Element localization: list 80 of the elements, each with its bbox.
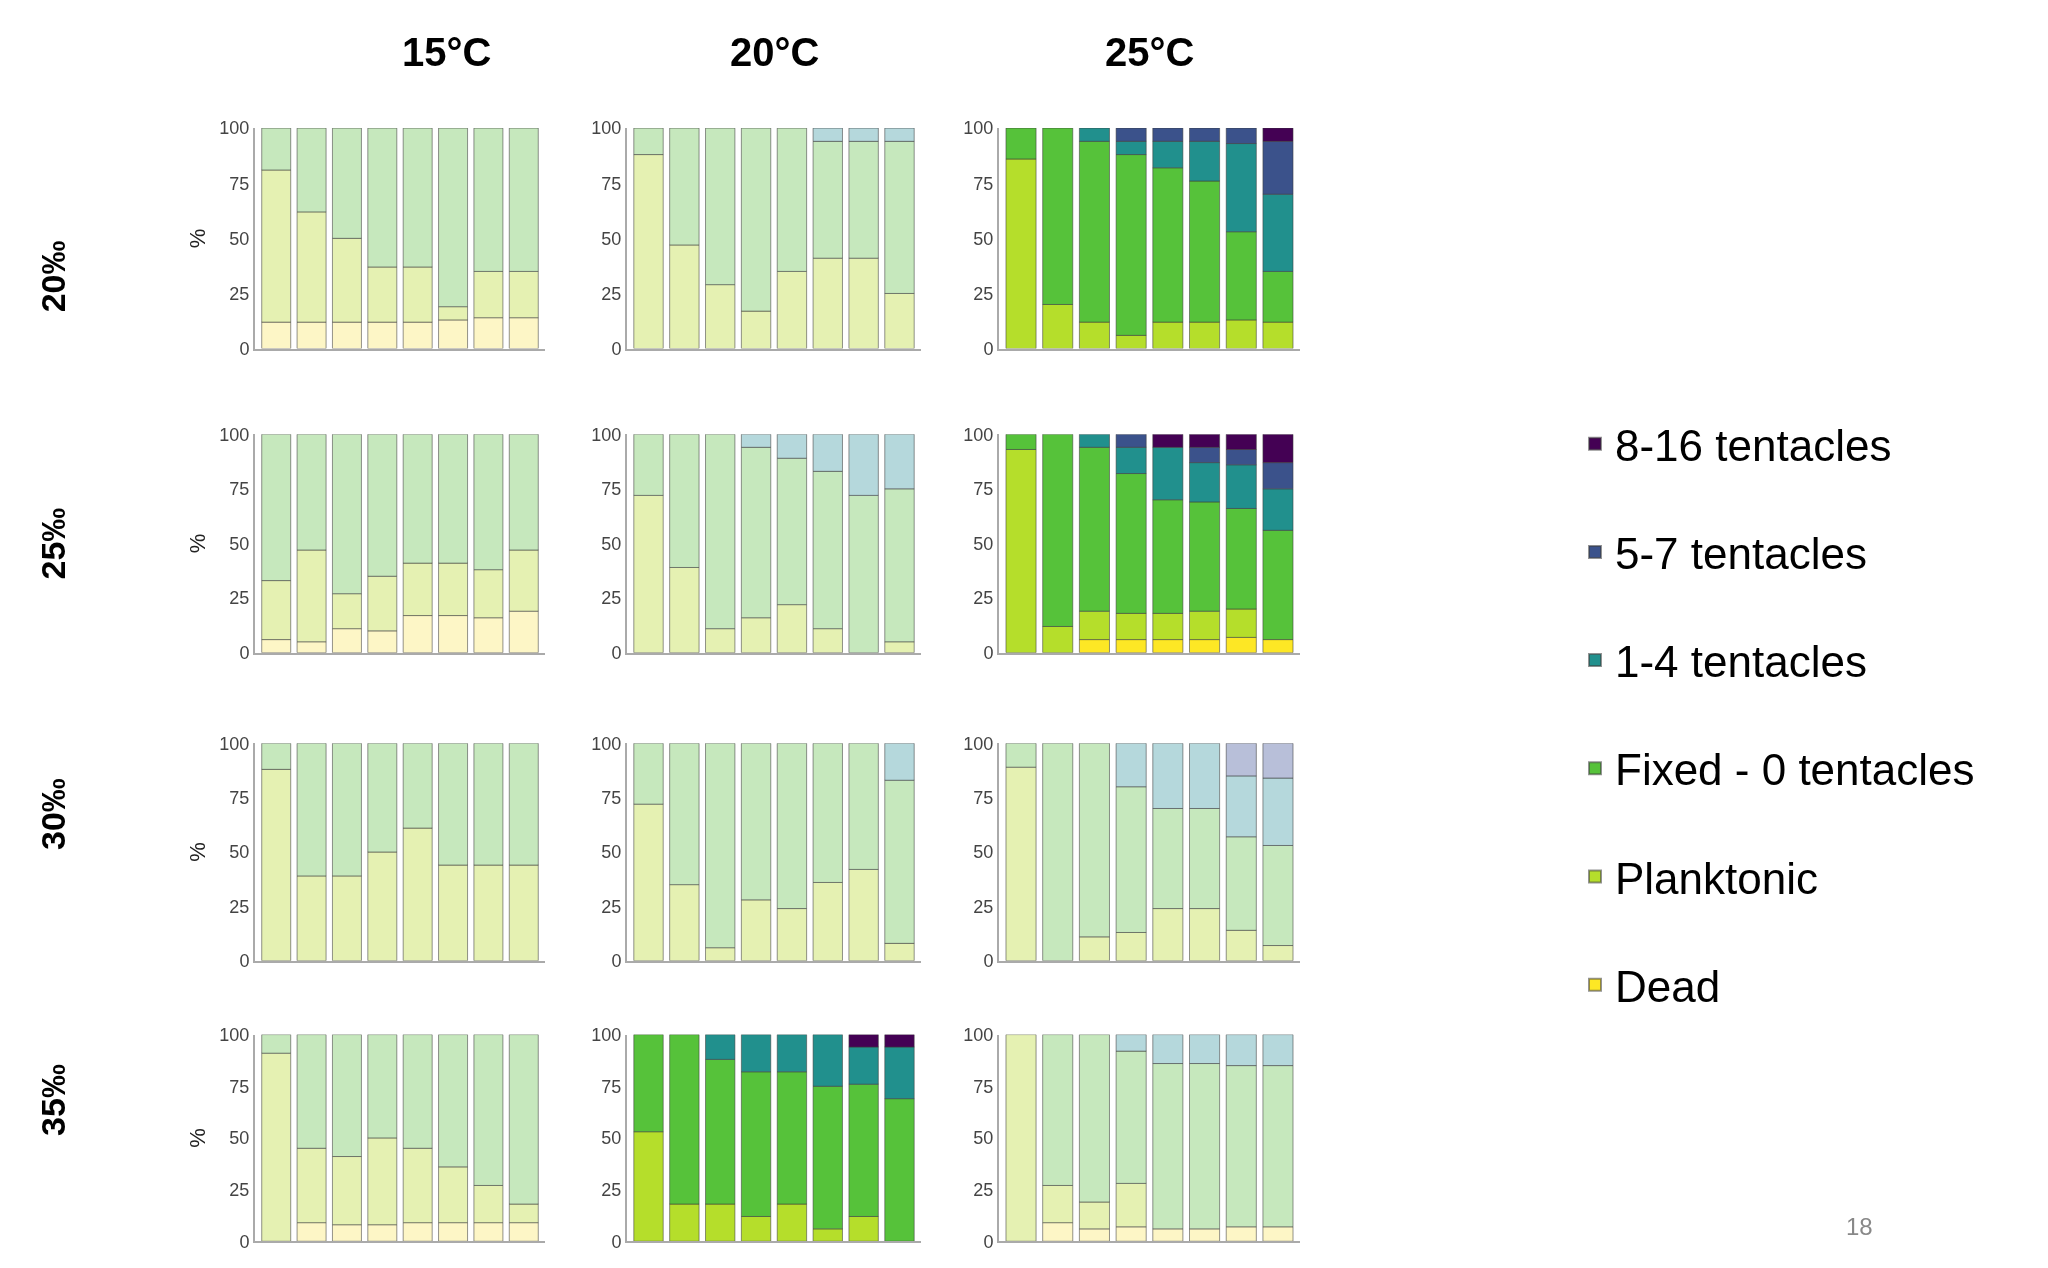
- y-tick-label: 25: [229, 896, 250, 917]
- y-tick-label: 25: [973, 588, 994, 609]
- y-tick-label: 50: [973, 228, 994, 249]
- y-tick-label: 0: [611, 643, 622, 663]
- y-tick-label: 50: [229, 1128, 250, 1149]
- legend-label: Fixed - 0 tentacles: [1615, 745, 1975, 795]
- legend-label: 8-16 tentacles: [1615, 420, 1892, 470]
- y-tick-label: 100: [963, 1024, 994, 1045]
- text: 18: [1846, 1213, 1873, 1240]
- y-tick-label: 50: [973, 1128, 994, 1149]
- y-tick-label: 50: [601, 842, 622, 863]
- y-tick-label: 0: [983, 338, 994, 359]
- y-tick-label: 100: [591, 424, 622, 445]
- y-tick-label: 75: [229, 787, 250, 808]
- y-tick-label: 0: [239, 951, 250, 972]
- y-tick-label: 100: [219, 424, 250, 445]
- y-tick-label: 75: [601, 173, 622, 194]
- bar: [1005, 1034, 1037, 1242]
- chart-title: 15°C: [402, 30, 492, 74]
- y-tick-label: 25: [229, 588, 250, 609]
- y-tick-label: 50: [601, 1128, 622, 1149]
- y-tick-label: 25: [601, 588, 622, 609]
- y-tick-label: 75: [973, 479, 994, 500]
- y-tick-label: 0: [611, 951, 622, 972]
- y-tick-label: 0: [239, 1231, 250, 1252]
- y-tick-label: 100: [591, 118, 622, 139]
- y-tick-label: 50: [229, 842, 250, 863]
- y-tick-label: 50: [229, 533, 250, 554]
- legend-label: 5-7 tentacles: [1615, 529, 1867, 579]
- y-tick-label: 25: [601, 1179, 622, 1200]
- y-axis-title: %: [184, 533, 210, 554]
- y-tick-label: 50: [973, 533, 994, 554]
- y-tick-label: 0: [983, 643, 994, 663]
- y-tick-label: 25: [229, 1179, 250, 1200]
- legend-label: Planktonic: [1615, 853, 1819, 903]
- y-axis-title: %: [184, 1128, 210, 1148]
- y-tick-label: 75: [601, 1076, 622, 1097]
- text: 25‰: [33, 507, 72, 580]
- y-tick-label: 75: [601, 787, 622, 808]
- y-tick-label: 0: [983, 951, 994, 972]
- y-tick-label: 100: [219, 1024, 250, 1045]
- y-tick-label: 100: [963, 733, 994, 754]
- y-tick-label: 100: [219, 733, 250, 754]
- y-tick-label: 100: [591, 1024, 622, 1045]
- y-tick-label: 75: [601, 479, 622, 500]
- chart-title: 20°C: [730, 30, 820, 74]
- y-tick-label: 50: [973, 842, 994, 863]
- y-tick-label: 75: [229, 1076, 250, 1097]
- y-tick-label: 75: [973, 173, 994, 194]
- text: 20‰: [33, 240, 72, 313]
- y-tick-label: 0: [983, 1231, 994, 1252]
- legend-label: Dead: [1615, 961, 1721, 1011]
- y-tick-label: 25: [973, 896, 994, 917]
- y-tick-label: 0: [239, 338, 250, 359]
- y-tick-label: 25: [973, 283, 994, 304]
- y-tick-label: 50: [601, 228, 622, 249]
- text: 30‰: [33, 778, 72, 851]
- y-tick-label: 100: [219, 118, 250, 139]
- y-tick-label: 0: [239, 643, 250, 663]
- y-tick-label: 50: [229, 228, 250, 249]
- y-tick-label: 75: [973, 1076, 994, 1097]
- bar: [1042, 743, 1074, 961]
- y-tick-label: 100: [591, 733, 622, 754]
- y-tick-label: 75: [229, 173, 250, 194]
- y-tick-label: 25: [601, 283, 622, 304]
- y-tick-label: 100: [963, 424, 994, 445]
- y-axis-title: %: [184, 842, 210, 862]
- text: 35‰: [34, 1064, 73, 1136]
- y-tick-label: 25: [229, 283, 250, 304]
- y-tick-label: 25: [973, 1179, 994, 1200]
- y-tick-label: 0: [611, 338, 622, 359]
- chart-title: 25°C: [1105, 30, 1195, 74]
- y-tick-label: 100: [963, 118, 994, 139]
- y-tick-label: 0: [611, 1231, 622, 1252]
- y-axis-title: %: [184, 228, 210, 249]
- y-tick-label: 25: [601, 896, 622, 917]
- y-tick-label: 75: [973, 787, 994, 808]
- y-tick-label: 75: [229, 479, 250, 500]
- legend-label: 1-4 tentacles: [1615, 637, 1867, 687]
- y-tick-label: 50: [601, 533, 622, 554]
